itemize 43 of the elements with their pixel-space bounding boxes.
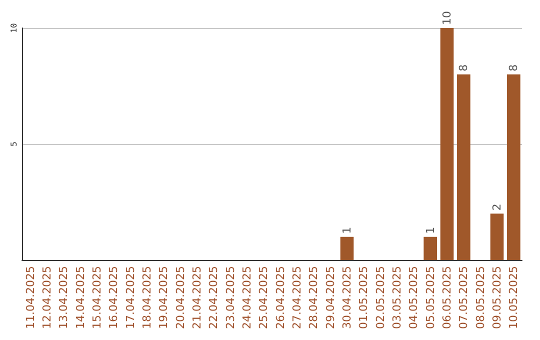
x-tick-label: 24.04.2025 [240,266,254,330]
x-tick-label: 20.04.2025 [174,266,187,330]
x-tick-label: 08.05.2025 [474,266,487,330]
data-label: 1 [340,226,354,234]
x-tick-label: 06.05.2025 [440,266,454,330]
bar [490,214,504,260]
x-tick-label: 09.05.2025 [490,266,504,330]
x-tick-label: 16.04.2025 [107,266,120,330]
x-tick-label: 07.05.2025 [457,266,470,330]
data-label: 2 [490,204,504,211]
x-tick-label: 12.04.2025 [40,266,54,330]
data-label: 10 [440,11,454,25]
bar [340,236,354,260]
x-tick-label: 18.04.2025 [140,266,154,330]
x-tick-label: 27.04.2025 [290,266,304,330]
x-tick-label: 23.04.2025 [224,266,237,330]
data-label: 1 [424,226,437,234]
bar [457,74,470,260]
x-tick-label: 02.05.2025 [374,266,387,330]
x-tick-label: 15.04.2025 [90,266,104,330]
data-label: 8 [507,64,520,72]
x-tick-label: 11.04.2025 [24,266,37,330]
x-tick-label: 03.05.2025 [390,266,404,330]
x-tick-label: 26.04.2025 [274,266,287,330]
x-tick-label: 21.04.2025 [190,266,204,330]
x-tick-label: 19.04.2025 [157,266,170,330]
x-tick-label: 22.04.2025 [207,266,220,330]
x-tick-label: 04.05.2025 [407,266,420,330]
bar [440,28,454,260]
x-tick-label: 25.04.2025 [257,266,270,330]
x-tick-label: 05.05.2025 [424,266,437,330]
x-tick-label: 10.05.2025 [507,266,520,330]
x-tick-label: 14.04.2025 [74,266,87,330]
x-tick-label: 13.04.2025 [57,266,70,330]
bar [424,236,437,260]
y-tick-label: 5 [10,141,18,146]
bar [507,74,520,260]
x-tick-label: 17.04.2025 [124,266,137,330]
x-tick-label: 30.04.2025 [340,266,354,330]
x-tick-label: 01.05.2025 [357,266,370,330]
data-label: 8 [457,64,470,72]
x-tick-label: 29.04.2025 [324,266,337,330]
x-tick-label: 28.04.2025 [307,266,320,330]
